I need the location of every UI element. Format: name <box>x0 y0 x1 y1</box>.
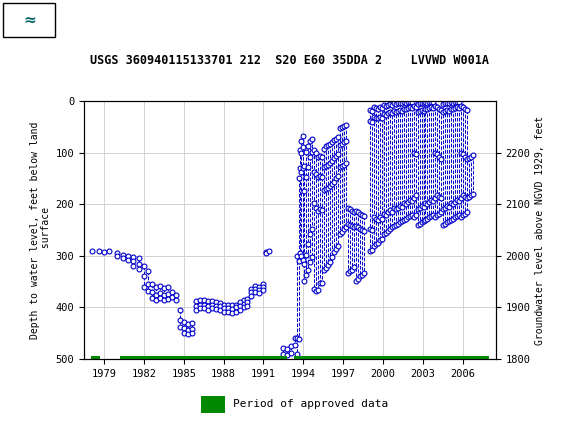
Text: ≈: ≈ <box>24 12 37 28</box>
Bar <box>294 356 490 360</box>
FancyBboxPatch shape <box>3 3 55 37</box>
Bar <box>201 396 225 413</box>
Bar <box>120 356 287 360</box>
Text: USGS 360940115133701 212  S20 E60 35DDA 2    LVVWD W001A: USGS 360940115133701 212 S20 E60 35DDA 2… <box>90 54 490 67</box>
Text: USGS: USGS <box>64 11 119 29</box>
Bar <box>90 356 100 360</box>
Y-axis label: Groundwater level above NGVD 1929, feet: Groundwater level above NGVD 1929, feet <box>535 116 545 344</box>
Text: Period of approved data: Period of approved data <box>233 399 389 409</box>
Y-axis label: Depth to water level, feet below land
 surface: Depth to water level, feet below land su… <box>30 121 52 339</box>
